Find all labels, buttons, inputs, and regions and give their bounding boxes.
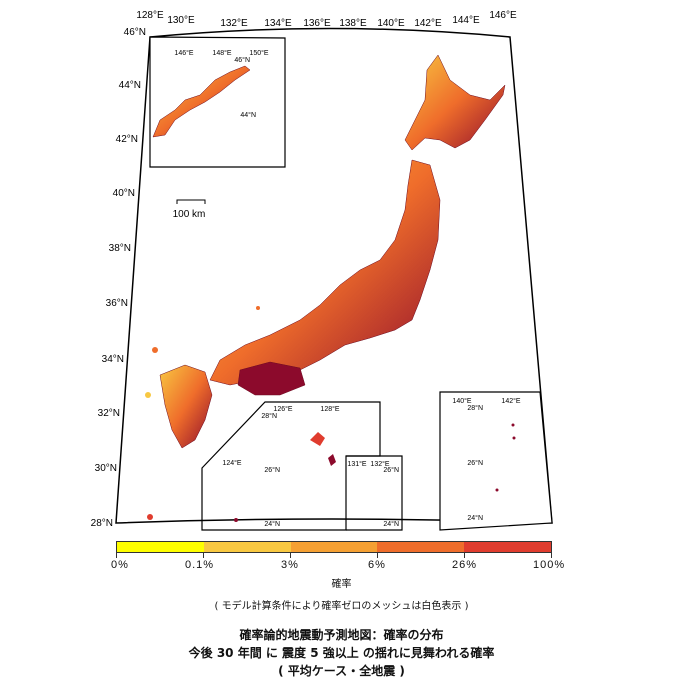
svg-text:134°E: 134°E [264,18,292,29]
svg-text:24°N: 24°N [383,520,399,528]
svg-text:142°E: 142°E [501,397,520,405]
svg-text:24°N: 24°N [264,520,280,528]
svg-text:30°N: 30°N [95,463,117,474]
svg-text:44°N: 44°N [240,111,256,119]
inset-ogasawara: 140°E 142°E 28°N 26°N 24°N [439,391,553,531]
japan-landmass [145,54,506,520]
svg-text:146°E: 146°E [489,10,517,21]
legend-tick [551,553,552,558]
svg-text:136°E: 136°E [303,18,331,29]
svg-text:32°N: 32°N [98,408,120,419]
inset-kuril: 146°E 148°E 150°E 46°N 44°N [149,36,286,168]
svg-text:128°E: 128°E [136,10,164,21]
legend-tick [464,553,465,558]
legend-label-5: 100% [533,559,566,571]
svg-text:128°E: 128°E [320,405,339,413]
map-subtitle-case: ( 平均ケース・全地震 ) [278,664,405,678]
inset-daito: 131°E 132°E 26°N 24°N [346,455,403,531]
svg-text:24°N: 24°N [467,514,483,522]
svg-text:44°N: 44°N [119,80,141,91]
legend-unit: 確率 [331,579,352,590]
legend-swatch-1 [203,542,291,552]
legend-label-4: 26% [452,559,478,571]
legend-tick [116,553,117,558]
svg-text:26°N: 26°N [383,466,399,474]
svg-text:28°N: 28°N [91,518,113,529]
map-title: 確率論的地震動予測地図：確率の分布 [239,628,444,642]
longitude-labels: 128°E 130°E 132°E 134°E 136°E 138°E 140°… [136,10,517,29]
svg-text:124°E: 124°E [222,459,241,467]
svg-text:40°N: 40°N [113,188,135,199]
svg-text:34°N: 34°N [102,354,124,365]
map-subtitle: 今後 30 年間 に 震度 5 強以上 の揺れに見舞われる確率 [188,646,495,660]
legend-label-0: 0% [111,559,129,571]
scale-bar: 100 km [173,199,206,220]
legend-tick [377,553,378,558]
legend-swatch-4 [464,542,551,552]
svg-text:130°E: 130°E [167,15,195,26]
legend-tick [203,553,204,558]
legend-swatch-2 [290,542,378,552]
svg-text:131°E: 131°E [347,460,366,468]
legend-label-3: 6% [368,559,386,571]
svg-text:28°N: 28°N [467,404,483,412]
legend-swatch-0 [117,542,204,552]
svg-text:26°N: 26°N [467,459,483,467]
probability-legend [116,541,552,553]
legend-label-2: 3% [281,559,299,571]
legend-tick [290,553,291,558]
latitude-labels: 46°N 44°N 42°N 40°N 38°N 36°N 34°N 32°N … [91,27,146,529]
svg-text:144°E: 144°E [452,15,480,26]
svg-text:42°N: 42°N [116,134,138,145]
svg-text:132°E: 132°E [370,460,389,468]
svg-text:38°N: 38°N [109,243,131,254]
svg-text:126°E: 126°E [273,405,292,413]
map-note: ( モデル計算条件により確率ゼロのメッシュは白色表示 ) [214,601,469,612]
svg-text:46°N: 46°N [234,56,250,64]
svg-text:28°N: 28°N [261,412,277,420]
svg-text:46°N: 46°N [124,27,146,38]
svg-text:26°N: 26°N [264,466,280,474]
legend-label-1: 0.1% [185,559,215,571]
svg-text:148°E: 148°E [212,49,231,57]
svg-text:100 km: 100 km [173,209,206,220]
svg-text:132°E: 132°E [220,18,248,29]
legend-swatch-3 [377,542,465,552]
svg-text:146°E: 146°E [174,49,193,57]
svg-text:140°E: 140°E [377,18,405,29]
hazard-map: 128°E 130°E 132°E 134°E 136°E 138°E 140°… [91,10,553,531]
svg-text:138°E: 138°E [339,18,367,29]
svg-text:142°E: 142°E [414,18,442,29]
svg-text:150°E: 150°E [249,49,268,57]
svg-text:140°E: 140°E [452,397,471,405]
svg-text:36°N: 36°N [106,298,128,309]
